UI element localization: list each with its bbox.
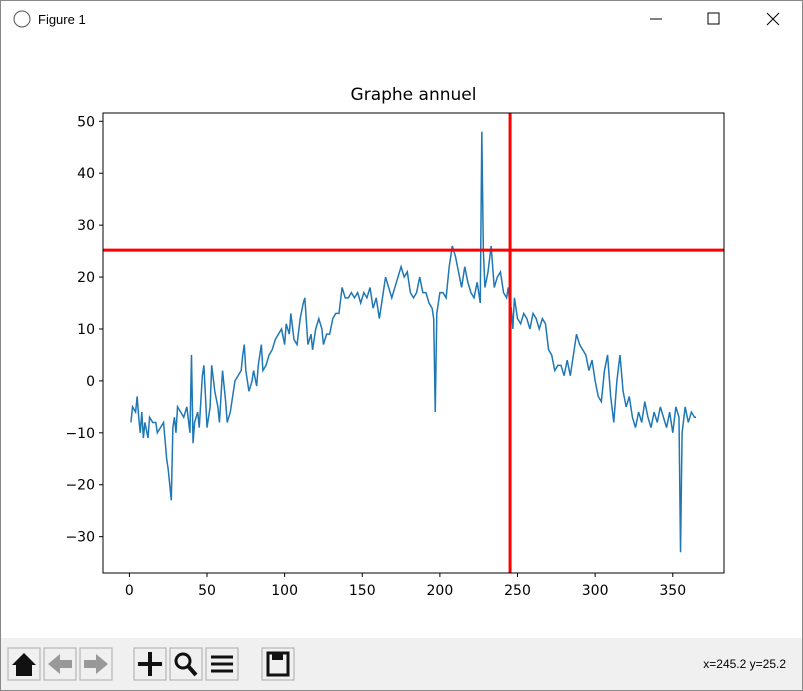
y-tick-label: −30 — [65, 530, 95, 546]
x-tick-label: 350 — [659, 583, 686, 599]
back-button[interactable] — [43, 647, 77, 681]
y-tick-label: 40 — [77, 166, 95, 182]
x-tick-label: 150 — [349, 583, 376, 599]
y-tick-label: 30 — [77, 218, 95, 234]
maximize-button[interactable] — [707, 12, 720, 25]
home-button[interactable] — [7, 647, 41, 681]
y-tick-label: −10 — [65, 426, 95, 442]
pan-button[interactable] — [133, 647, 167, 681]
y-tick-label: 10 — [77, 322, 95, 338]
status-text: x=245.2 y=25.2 — [703, 657, 786, 671]
y-tick-label: 0 — [86, 374, 95, 390]
configure-button[interactable] — [205, 647, 239, 681]
zoom-button[interactable] — [169, 647, 203, 681]
forward-button[interactable] — [79, 647, 113, 681]
toolbar — [1, 638, 802, 690]
x-tick-label: 50 — [198, 583, 216, 599]
x-tick-label: 250 — [504, 583, 531, 599]
window-title: Figure 1 — [38, 12, 86, 27]
x-tick-label: 0 — [125, 583, 134, 599]
x-tick-label: 200 — [427, 583, 454, 599]
x-tick-label: 300 — [582, 583, 609, 599]
y-tick-label: −20 — [65, 478, 95, 494]
plot-frame — [102, 112, 725, 574]
data-line — [130, 131, 697, 553]
close-button[interactable] — [766, 12, 780, 26]
x-tick-label: 100 — [271, 583, 298, 599]
chart-title: Graphe annuel — [351, 85, 477, 105]
y-tick-label: 50 — [77, 114, 95, 130]
app-icon — [13, 10, 31, 28]
save-button[interactable] — [261, 647, 295, 681]
y-tick-label: 20 — [77, 270, 95, 286]
